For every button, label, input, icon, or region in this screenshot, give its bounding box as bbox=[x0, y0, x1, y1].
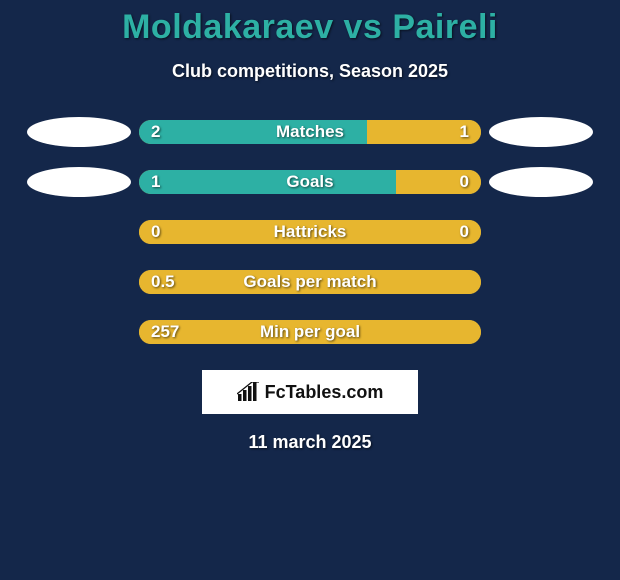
stat-row: Goals1 0 bbox=[0, 170, 620, 194]
player-avatar-right bbox=[489, 117, 593, 147]
avatar-slot-right bbox=[481, 167, 601, 197]
stat-rows: Matches21Goals10Hattricks00Goals per mat… bbox=[0, 120, 620, 344]
avatar-slot-left bbox=[19, 167, 139, 197]
player-avatar-right bbox=[489, 167, 593, 197]
stat-label: Goals bbox=[139, 170, 481, 194]
page-title: Moldakaraev vs Paireli bbox=[0, 8, 620, 47]
comparison-infographic: Moldakaraev vs Paireli Club competitions… bbox=[0, 0, 620, 453]
stat-bar: Goals1 0 bbox=[139, 170, 481, 194]
stat-bar: Hattricks0 0 bbox=[139, 220, 481, 244]
stat-label: Min per goal bbox=[139, 320, 481, 344]
stat-label: Goals per match bbox=[139, 270, 481, 294]
stat-bar: Min per goal257 bbox=[139, 320, 481, 344]
stat-value-left: 257 bbox=[151, 320, 179, 344]
player-avatar-left bbox=[27, 167, 131, 197]
stat-row: Matches2 1 bbox=[0, 120, 620, 144]
player-avatar-left bbox=[27, 117, 131, 147]
date-label: 11 march 2025 bbox=[0, 432, 620, 453]
stat-row: Min per goal257 bbox=[0, 320, 620, 344]
stat-bar: Goals per match0.5 bbox=[139, 270, 481, 294]
subtitle: Club competitions, Season 2025 bbox=[0, 61, 620, 82]
logo-text: FcTables.com bbox=[265, 382, 384, 403]
logo-box: FcTables.com bbox=[202, 370, 418, 414]
barchart-icon bbox=[237, 382, 259, 402]
stat-row: Goals per match0.5 bbox=[0, 270, 620, 294]
stat-value-left: 2 bbox=[151, 120, 160, 144]
stat-value-left: 1 bbox=[151, 170, 160, 194]
stat-value-right: 0 bbox=[460, 170, 469, 194]
stat-label: Matches bbox=[139, 120, 481, 144]
stat-value-left: 0 bbox=[151, 220, 160, 244]
stat-value-right: 1 bbox=[460, 120, 469, 144]
avatar-slot-left bbox=[19, 117, 139, 147]
stat-value-left: 0.5 bbox=[151, 270, 175, 294]
stat-value-right: 0 bbox=[460, 220, 469, 244]
stat-bar: Matches2 1 bbox=[139, 120, 481, 144]
stat-row: Hattricks0 0 bbox=[0, 220, 620, 244]
avatar-slot-right bbox=[481, 117, 601, 147]
stat-label: Hattricks bbox=[139, 220, 481, 244]
